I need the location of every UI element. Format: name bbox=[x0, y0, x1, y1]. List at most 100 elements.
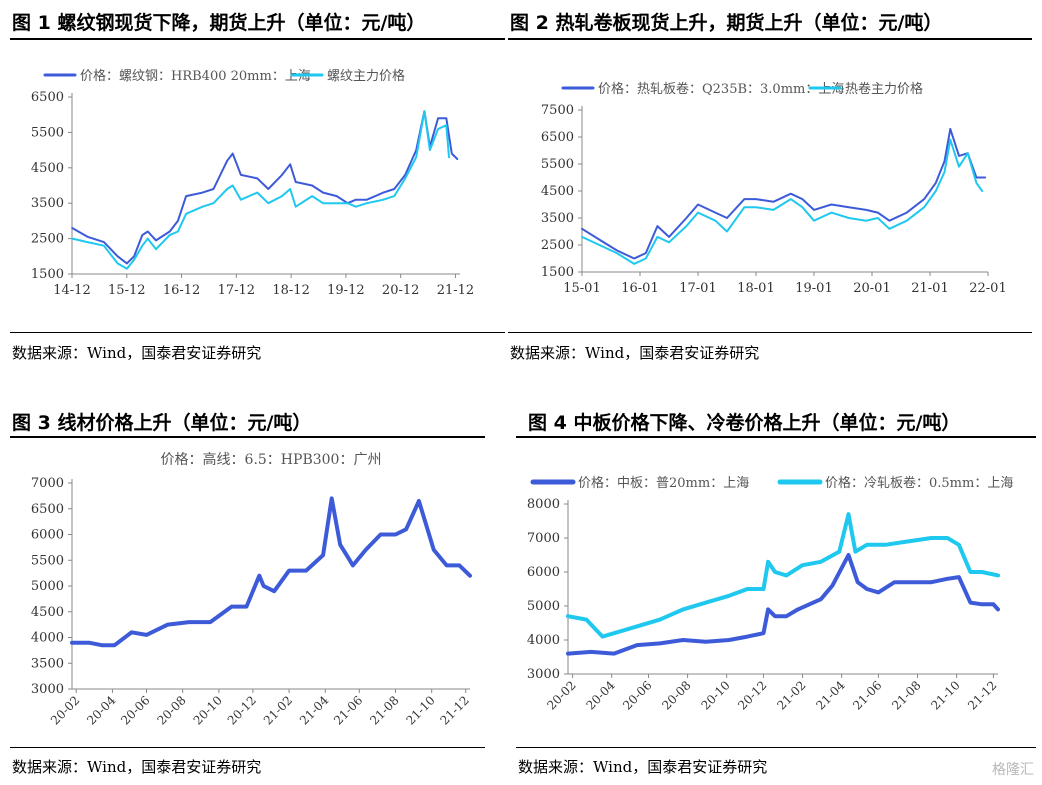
x-tick-label: 15-01 bbox=[563, 281, 600, 296]
y-tick-label: 4000 bbox=[527, 633, 560, 648]
x-tick-label: 20-08 bbox=[659, 678, 693, 712]
x-tick-label: 20-04 bbox=[84, 693, 119, 728]
series-line-1 bbox=[70, 496, 472, 648]
legend-label: 价格：中板：普20mm：上海 bbox=[578, 475, 749, 491]
y-tick-label: 5000 bbox=[31, 579, 64, 594]
x-tick-label: 20-10 bbox=[698, 678, 732, 712]
chart-2-plot: 1500 2500 3500 4500 5500 6500 7500 15-01 16-01 17… bbox=[541, 81, 1007, 296]
y-tick-label: 3000 bbox=[527, 667, 560, 682]
x-tick-label: 20-01 bbox=[853, 281, 890, 296]
title-rule bbox=[10, 38, 505, 40]
y-tick-label: 4500 bbox=[541, 184, 574, 199]
x-tick-label: 21-01 bbox=[911, 281, 948, 296]
y-tick-label: 3500 bbox=[31, 196, 64, 211]
x-tick-label: 21-06 bbox=[850, 678, 884, 712]
x-tick-label: 21-08 bbox=[367, 693, 401, 727]
source-rule bbox=[10, 332, 505, 333]
x-tick-label: 21-08 bbox=[889, 678, 923, 712]
title-rule bbox=[508, 38, 1032, 40]
x-tick-label: 20-12 bbox=[735, 678, 769, 712]
series-line-2 bbox=[581, 138, 984, 265]
x-tick-label: 18-12 bbox=[272, 283, 309, 298]
y-tick-label: 3500 bbox=[31, 656, 64, 671]
chart-title: 图 3 线材价格上升（单位：元/吨） bbox=[12, 412, 312, 434]
y-tick-label: 4500 bbox=[31, 605, 64, 620]
x-tick-label: 20-02 bbox=[48, 693, 82, 727]
chart-panel-4: 图 4 中板价格下降、冷卷价格上升（单位：元/吨） 3000 4000 5000 60… bbox=[508, 400, 1042, 785]
x-tick-label: 19-12 bbox=[327, 283, 364, 298]
chart-3-plot: 3000 3500 4000 4500 5000 5500 6000 6500 7000 20-0… bbox=[31, 451, 472, 728]
x-tick-label: 21-06 bbox=[331, 693, 365, 727]
x-tick-label: 16-01 bbox=[621, 281, 658, 296]
chart-panel-3: 图 3 线材价格上升（单位：元/吨） 3000 3500 4000 4500 5000 5… bbox=[0, 400, 510, 785]
chart-1-plot: 1500 2500 3500 4500 5500 6500 14-12 15-12 16-12 1… bbox=[31, 68, 474, 298]
series-line-2 bbox=[71, 110, 450, 270]
legend-label: 价格：冷轧板卷：0.5mm：上海 bbox=[825, 475, 1013, 491]
y-tick-label: 5500 bbox=[541, 157, 574, 172]
x-tick-label: 15-12 bbox=[108, 283, 145, 298]
x-tick-label: 20-12 bbox=[382, 283, 419, 298]
legend-label: 价格：高线：6.5：HPB300：广州 bbox=[161, 451, 382, 468]
series-line-2 bbox=[566, 512, 1000, 639]
x-tick-label: 21-02 bbox=[261, 693, 295, 727]
legend-label: 价格：热轧板卷：Q235B：3.0mm：上海 bbox=[598, 81, 844, 97]
y-tick-label: 7000 bbox=[31, 476, 64, 491]
x-tick-label: 20-12 bbox=[225, 693, 259, 727]
watermark-logo: 格隆汇 bbox=[992, 762, 1034, 778]
x-tick-label: 18-01 bbox=[737, 281, 774, 296]
y-tick-label: 6500 bbox=[31, 502, 64, 517]
x-tick-label: 21-12 bbox=[437, 283, 474, 298]
x-tick-label: 21-02 bbox=[774, 678, 808, 712]
legend-label: 价格：螺纹钢：HRB400 20mm：上海 bbox=[80, 68, 311, 84]
y-tick-label: 7500 bbox=[541, 103, 574, 118]
legend-label: 热卷主力价格 bbox=[845, 81, 923, 97]
x-tick-label: 17-01 bbox=[679, 281, 716, 296]
x-tick-label: 20-06 bbox=[118, 693, 152, 727]
x-tick-label: 21-10 bbox=[403, 693, 437, 727]
source-rule bbox=[10, 747, 485, 748]
series-line-1 bbox=[581, 127, 987, 260]
series-line-1 bbox=[71, 110, 459, 265]
chart-panel-2: 图 2 热轧卷板现货上升，期货上升（单位：元/吨） 1500 2500 3500 45… bbox=[508, 0, 1042, 390]
x-tick-label: 20-08 bbox=[154, 693, 188, 727]
series-line-1 bbox=[566, 553, 1000, 656]
source-rule bbox=[516, 747, 1036, 748]
x-tick-label: 21-04 bbox=[813, 678, 848, 713]
y-tick-label: 3500 bbox=[541, 211, 574, 226]
source-note: 数据来源：Wind，国泰君安证券研究 bbox=[12, 758, 262, 776]
x-tick-label: 14-12 bbox=[53, 283, 90, 298]
y-tick-label: 1500 bbox=[541, 265, 574, 280]
x-tick-label: 20-06 bbox=[620, 678, 654, 712]
y-tick-label: 5500 bbox=[31, 125, 64, 140]
title-rule bbox=[516, 436, 1036, 438]
y-tick-label: 4000 bbox=[31, 631, 64, 646]
y-tick-label: 2500 bbox=[31, 232, 64, 247]
source-note: 数据来源：Wind，国泰君安证券研究 bbox=[518, 758, 768, 776]
y-tick-label: 5000 bbox=[527, 599, 560, 614]
x-tick-label: 21-04 bbox=[297, 693, 332, 728]
x-tick-label: 17-12 bbox=[218, 283, 255, 298]
y-tick-label: 2500 bbox=[541, 238, 574, 253]
y-tick-label: 6500 bbox=[31, 90, 64, 105]
y-tick-label: 3000 bbox=[31, 682, 64, 697]
x-tick-label: 20-10 bbox=[191, 693, 225, 727]
x-tick-label: 19-01 bbox=[795, 281, 832, 296]
x-tick-label: 20-04 bbox=[583, 678, 618, 713]
x-tick-label: 21-12 bbox=[965, 678, 999, 712]
x-tick-label: 21-12 bbox=[438, 693, 472, 727]
chart-title: 图 2 热轧卷板现货上升，期货上升（单位：元/吨） bbox=[510, 12, 943, 34]
y-tick-label: 4500 bbox=[31, 161, 64, 176]
x-tick-label: 16-12 bbox=[163, 283, 200, 298]
y-tick-label: 6500 bbox=[541, 130, 574, 145]
y-tick-label: 6000 bbox=[527, 565, 560, 580]
y-tick-label: 6000 bbox=[31, 528, 64, 543]
x-tick-label: 21-10 bbox=[928, 678, 962, 712]
chart-title: 图 1 螺纹钢现货下降，期货上升（单位：元/吨） bbox=[12, 12, 426, 34]
source-note: 数据来源：Wind，国泰君安证券研究 bbox=[510, 344, 760, 362]
y-tick-label: 7000 bbox=[527, 531, 560, 546]
source-note: 数据来源：Wind，国泰君安证券研究 bbox=[12, 344, 262, 362]
title-rule bbox=[10, 436, 485, 438]
source-rule bbox=[508, 332, 1032, 333]
x-tick-label: 20-02 bbox=[544, 678, 578, 712]
